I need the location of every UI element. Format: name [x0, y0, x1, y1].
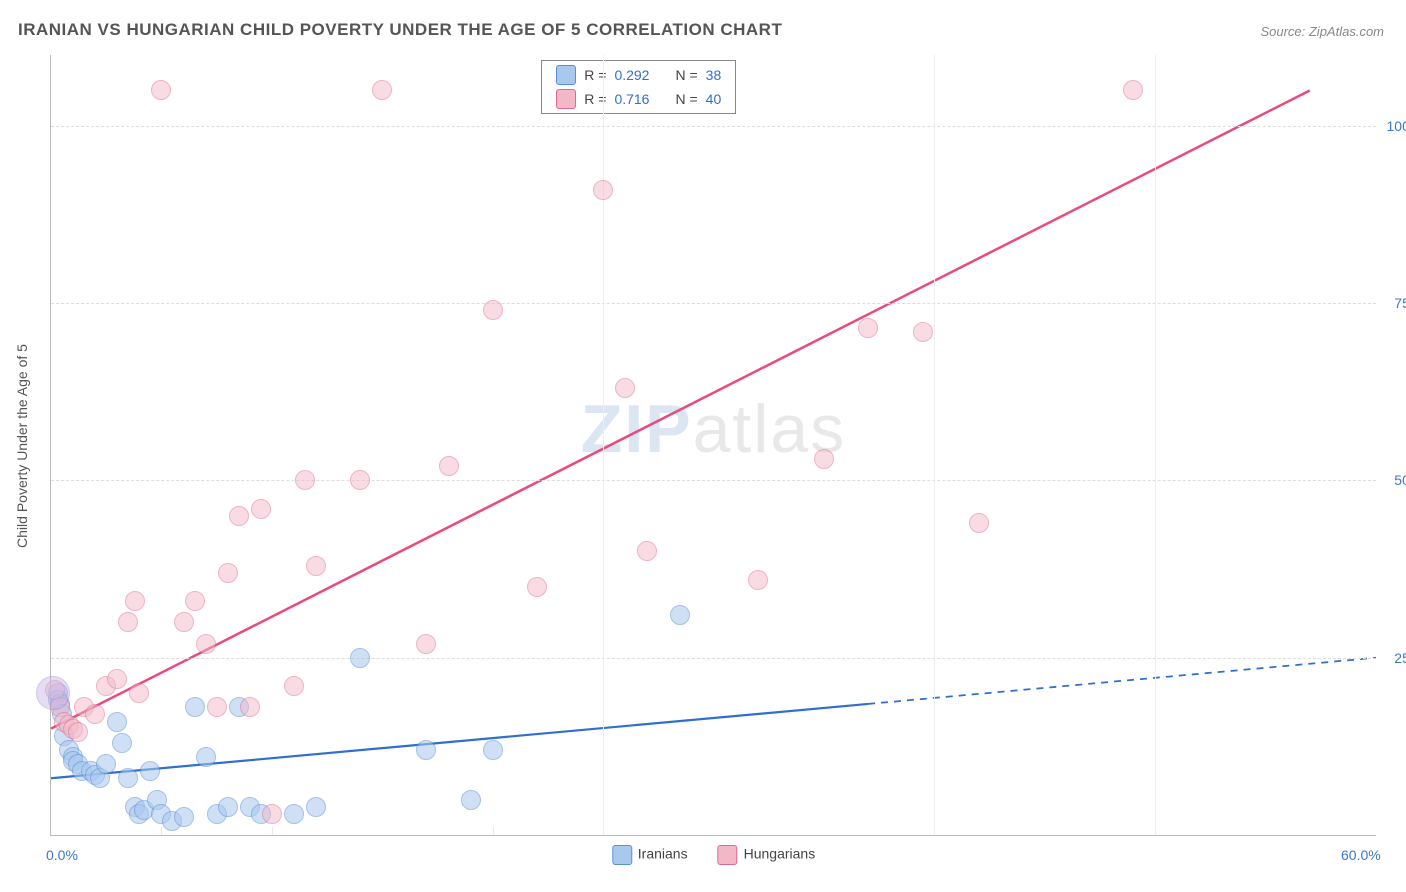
legend-series-label: Hungarians: [744, 846, 816, 862]
x-tick-label: 60.0%: [1341, 847, 1381, 863]
gridline-v: [934, 55, 935, 835]
legend-swatch: [556, 65, 576, 85]
data-point: [483, 740, 503, 760]
data-point: [350, 648, 370, 668]
data-point-large: [36, 676, 70, 710]
data-point: [969, 513, 989, 533]
plot-area: ZIPatlas R =0.292N =38R =0.716N =40 Iran…: [50, 55, 1376, 836]
data-point: [306, 797, 326, 817]
data-point: [229, 506, 249, 526]
data-point: [284, 676, 304, 696]
data-point: [196, 634, 216, 654]
y-tick-label: 50.0%: [1394, 472, 1406, 488]
data-point: [858, 318, 878, 338]
data-point: [174, 612, 194, 632]
trend-line: [51, 704, 868, 778]
data-point: [593, 180, 613, 200]
data-point: [416, 634, 436, 654]
data-point: [306, 556, 326, 576]
data-point: [527, 577, 547, 597]
gridline-h: [51, 303, 1376, 304]
data-point: [372, 80, 392, 100]
data-point: [483, 300, 503, 320]
gridline-h: [51, 480, 1376, 481]
series-legend: Iranians Hungarians: [612, 845, 815, 865]
legend-r-value: 0.716: [614, 91, 649, 107]
data-point: [218, 563, 238, 583]
legend-row: R =0.292N =38: [542, 63, 735, 87]
data-point: [118, 612, 138, 632]
watermark: ZIPatlas: [581, 390, 846, 468]
y-tick-label: 75.0%: [1394, 295, 1406, 311]
data-point: [262, 804, 282, 824]
data-point: [295, 470, 315, 490]
trend-lines-layer: [51, 55, 1376, 835]
data-point: [439, 456, 459, 476]
legend-swatch: [718, 845, 738, 865]
gridline-h: [51, 126, 1376, 127]
legend-n-label: N =: [675, 91, 697, 107]
y-tick-label: 25.0%: [1394, 650, 1406, 666]
gridline-v: [1155, 55, 1156, 835]
x-tick-label: 0.0%: [46, 847, 78, 863]
data-point: [416, 740, 436, 760]
data-point: [85, 704, 105, 724]
data-point: [1123, 80, 1143, 100]
data-point: [670, 605, 690, 625]
x-tick-mark: [161, 827, 162, 835]
data-point: [284, 804, 304, 824]
legend-r-value: 0.292: [614, 67, 649, 83]
data-point: [637, 541, 657, 561]
data-point: [913, 322, 933, 342]
data-point: [748, 570, 768, 590]
data-point: [112, 733, 132, 753]
chart-title: IRANIAN VS HUNGARIAN CHILD POVERTY UNDER…: [18, 20, 782, 40]
data-point: [185, 697, 205, 717]
x-tick-mark: [272, 827, 273, 835]
y-axis-label: Child Poverty Under the Age of 5: [14, 344, 30, 548]
source-label: Source: ZipAtlas.com: [1260, 24, 1384, 39]
legend-item: Hungarians: [718, 845, 816, 865]
data-point: [174, 807, 194, 827]
data-point: [196, 747, 216, 767]
legend-n-value: 38: [706, 67, 722, 83]
data-point: [185, 591, 205, 611]
legend-n-value: 40: [706, 91, 722, 107]
data-point: [118, 768, 138, 788]
gridline-v: [603, 55, 604, 835]
legend-swatch: [612, 845, 632, 865]
legend-item: Iranians: [612, 845, 688, 865]
correlation-legend: R =0.292N =38R =0.716N =40: [541, 60, 736, 114]
data-point: [107, 712, 127, 732]
data-point: [207, 697, 227, 717]
data-point: [461, 790, 481, 810]
data-point: [129, 683, 149, 703]
data-point: [125, 591, 145, 611]
data-point: [615, 378, 635, 398]
legend-series-label: Iranians: [638, 846, 688, 862]
data-point: [218, 797, 238, 817]
trend-line: [51, 90, 1310, 728]
chart-container: IRANIAN VS HUNGARIAN CHILD POVERTY UNDER…: [0, 0, 1406, 892]
data-point: [107, 669, 127, 689]
y-tick-label: 100.0%: [1387, 118, 1406, 134]
legend-row: R =0.716N =40: [542, 87, 735, 111]
data-point: [151, 80, 171, 100]
data-point: [68, 722, 88, 742]
legend-n-label: N =: [675, 67, 697, 83]
trend-line-extrapolated: [868, 658, 1376, 704]
data-point: [814, 449, 834, 469]
gridline-h: [51, 658, 1376, 659]
data-point: [96, 754, 116, 774]
data-point: [140, 761, 160, 781]
data-point: [251, 499, 271, 519]
legend-swatch: [556, 89, 576, 109]
data-point: [350, 470, 370, 490]
data-point: [240, 697, 260, 717]
x-tick-mark: [493, 827, 494, 835]
